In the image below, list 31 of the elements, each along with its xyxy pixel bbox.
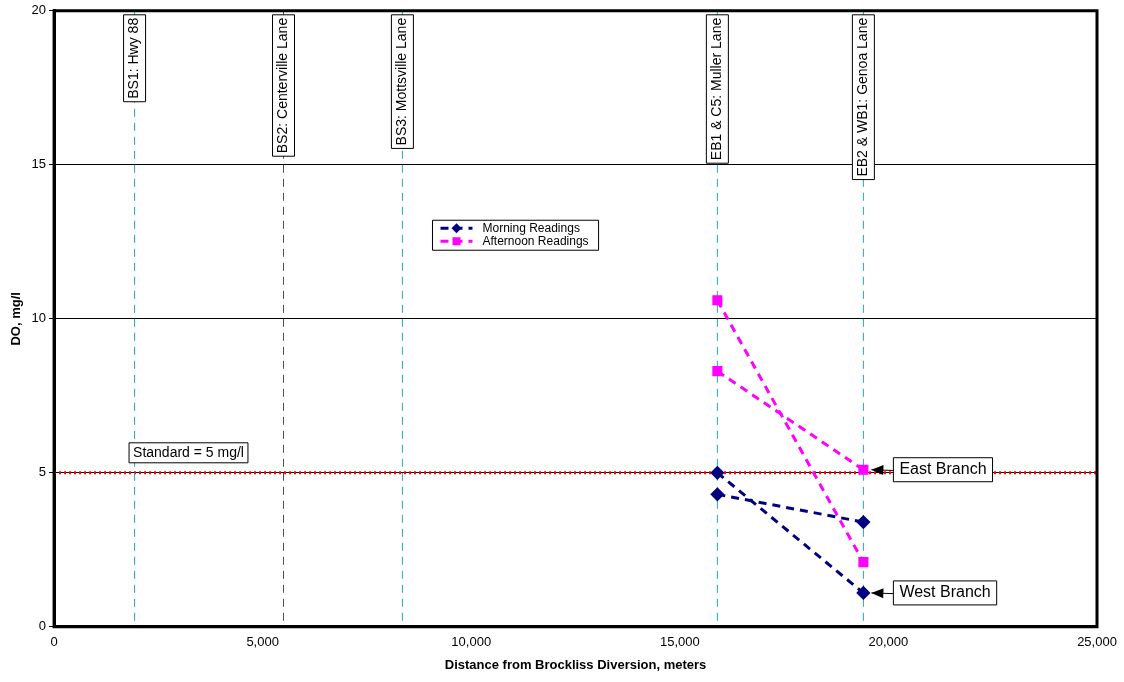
y-tick-label: 0 <box>38 618 47 634</box>
y-tick-label: 10 <box>31 310 47 326</box>
x-axis-title: Distance from Brockliss Diversion, meters <box>444 656 707 672</box>
ref-line-label: BS3: Mottsville Lane <box>393 17 410 146</box>
point <box>856 515 870 529</box>
x-tick-label: 5,000 <box>246 634 279 650</box>
ref-line-label: Standard = 5 mg/l <box>133 443 244 460</box>
x-tick-label: 20,000 <box>868 634 909 650</box>
x-tick-label: 25,000 <box>1077 634 1117 650</box>
legend-label: Afternoon Readings <box>482 233 589 248</box>
ref-line-label: EB1 & C5: Muller Lane <box>708 17 725 161</box>
point <box>856 586 870 600</box>
point <box>710 487 724 501</box>
point <box>858 464 869 475</box>
x-tick-label: 0 <box>50 634 58 650</box>
x-tick-label: 10,000 <box>451 634 492 650</box>
legend-label: Morning Readings <box>482 220 580 235</box>
annotation: West Branch <box>899 583 991 601</box>
ref-line-label: BS2: Centerville Lane <box>274 17 291 154</box>
ref-line-label: EB2 & WB1: Genoa Lane <box>854 17 871 177</box>
point <box>858 557 869 568</box>
y-tick-label: 5 <box>38 464 47 480</box>
y-tick-label: 20 <box>31 2 47 18</box>
annotation: East Branch <box>899 460 987 478</box>
y-tick-label: 15 <box>31 156 47 172</box>
point <box>712 366 723 377</box>
point <box>710 466 724 480</box>
y-axis-title: DO, mg/l <box>8 292 24 346</box>
x-tick-label: 15,000 <box>659 634 700 650</box>
point <box>712 295 723 306</box>
ref-line-label: BS1: Hwy 88 <box>125 17 142 99</box>
